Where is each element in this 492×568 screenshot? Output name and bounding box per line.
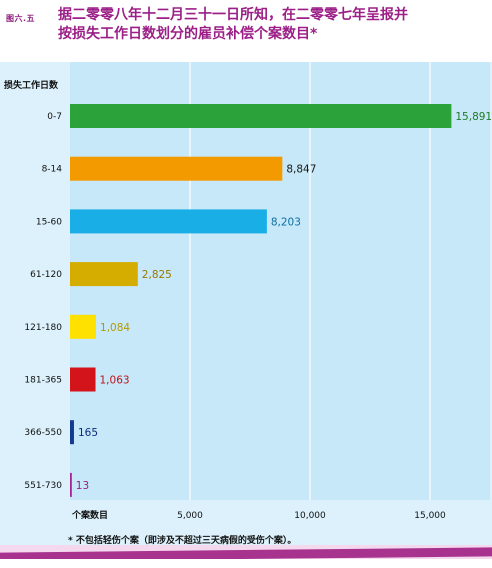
x-tick-label-2: 15,000	[414, 511, 446, 521]
category-label-61-120: 61-120	[30, 270, 62, 280]
x-tick-label-1: 10,000	[294, 511, 326, 521]
value-label-61-120: 2,825	[142, 269, 172, 281]
bar-0-7	[70, 104, 452, 128]
category-label-121-180: 121-180	[24, 323, 62, 333]
category-label-366-550: 366-550	[24, 428, 62, 438]
chart-area: 损失工作日数 0-7 15,891 8-14 8,847 15-60 8,203 61-120…	[0, 62, 492, 552]
value-label-551-730: 13	[76, 480, 89, 492]
category-label-0-7: 0-7	[47, 112, 62, 122]
x-axis-title: 个案数目	[71, 509, 108, 521]
footnote: * 不包括轻伤个案（即涉及不超过三天病假的受伤个案）。	[68, 536, 297, 546]
value-label-15-60: 8,203	[271, 216, 301, 228]
bar-15-60	[70, 209, 267, 234]
chart-title-line-1: 据二零零八年十二月三十一日所知，在二零零七年呈报并	[58, 7, 408, 23]
bar-chart: 损失工作日数 0-7 15,891 8-14 8,847 15-60 8,203 61-120…	[4, 62, 492, 521]
y-axis-title: 损失工作日数	[4, 79, 59, 91]
bar-181-365	[70, 367, 96, 392]
category-label-181-365: 181-365	[24, 376, 62, 386]
value-label-0-7: 15,891	[455, 111, 492, 123]
chart-title-line-2: 按损失工作日数划分的雇员补偿个案数目*	[58, 26, 318, 42]
category-label-551-730: 551-730	[24, 481, 62, 491]
bar-366-550	[70, 420, 74, 445]
chart-title: 据二零零八年十二月三十一日所知，在二零零七年呈报并 按损失工作日数划分的雇员补偿…	[58, 6, 478, 44]
bar-551-730	[70, 472, 72, 497]
category-label-8-14: 8-14	[42, 165, 63, 175]
figure-label: 图六.五	[6, 14, 36, 23]
category-label-15-60: 15-60	[36, 217, 62, 227]
value-label-181-365: 1,063	[100, 375, 130, 387]
x-tick-label-0: 5,000	[177, 511, 203, 521]
value-label-8-14: 8,847	[286, 164, 316, 176]
plot-background	[70, 62, 490, 500]
value-label-366-550: 165	[78, 427, 98, 439]
value-label-121-180: 1,084	[100, 322, 130, 334]
bar-61-120	[70, 262, 138, 287]
bar-8-14	[70, 156, 283, 181]
bar-121-180	[70, 314, 97, 339]
bottom-margin	[0, 559, 492, 568]
